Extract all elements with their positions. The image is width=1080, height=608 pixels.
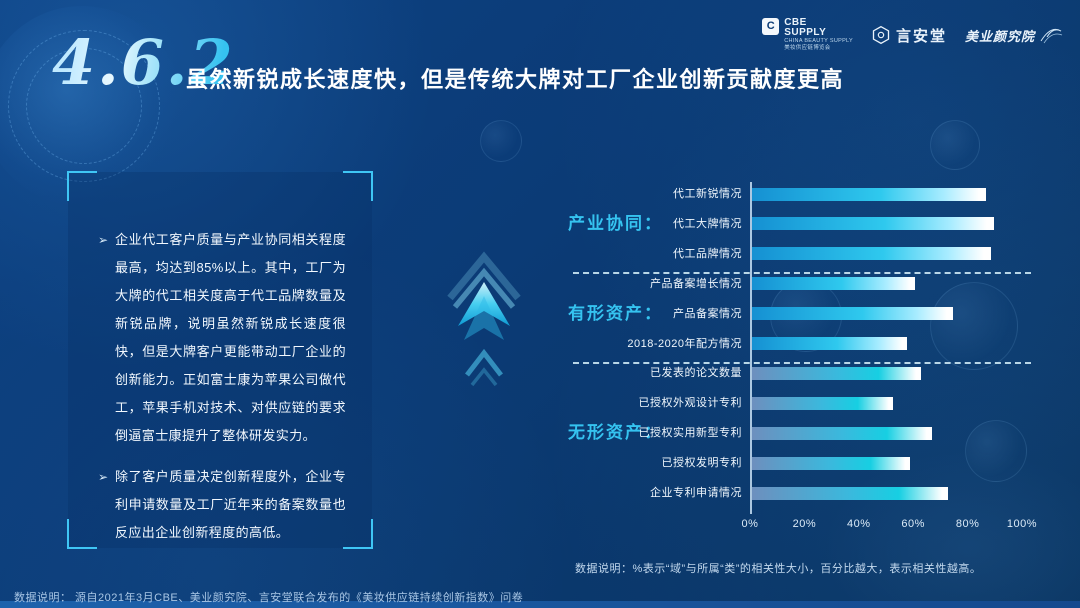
bullet-point: 企业代工客户质量与产业协同相关程度最高，均达到85%以上。其中，工厂为大牌的代工… bbox=[98, 226, 346, 450]
corner-bracket bbox=[67, 519, 97, 549]
group-separator bbox=[573, 272, 1031, 274]
x-axis-tick: 100% bbox=[1006, 518, 1038, 530]
yanantang-logo: 言安堂 bbox=[871, 25, 947, 46]
bar-label: 代工大牌情况 bbox=[673, 217, 742, 230]
bar bbox=[752, 247, 992, 261]
bar bbox=[752, 426, 932, 440]
x-axis-tick: 80% bbox=[955, 518, 980, 530]
cbe-logo-sub2: 美妆供应链博览会 bbox=[784, 45, 831, 51]
x-axis-tick: 60% bbox=[901, 518, 925, 530]
logo-bar: C CBE SUPPLY CHINA BEAUTY SUPPLY 美妆供应链博览… bbox=[762, 18, 1064, 52]
source-note: 数据说明： 源自2021年3月CBE、美业颜究院、言安堂联合发布的《美妆供应链持… bbox=[14, 592, 524, 604]
bar-label: 企业专利申请情况 bbox=[650, 487, 742, 499]
bar-label: 代工品牌情况 bbox=[673, 247, 742, 260]
bar-label: 产品备案情况 bbox=[673, 307, 742, 320]
bar bbox=[752, 307, 954, 321]
bar-label: 已授权发明专利 bbox=[661, 457, 742, 470]
section-number: 4.6.2 bbox=[52, 26, 235, 99]
yanantang-logo-text: 言安堂 bbox=[895, 27, 947, 45]
cbe-logo-line2: SUPPLY bbox=[784, 27, 827, 38]
bokeh-circle-decoration bbox=[480, 120, 522, 162]
meiye-logo-text: 美业颜究院 bbox=[964, 28, 1035, 44]
bar-label: 已发表的论文数量 bbox=[650, 367, 742, 380]
corner-bracket bbox=[343, 519, 373, 549]
x-axis-tick: 20% bbox=[792, 518, 817, 530]
bar-label: 产品备案增长情况 bbox=[650, 277, 742, 290]
bar bbox=[752, 396, 894, 410]
bar-label: 已授权实用新型专利 bbox=[638, 427, 742, 440]
cbe-logo-icon: C bbox=[762, 18, 780, 35]
bar bbox=[752, 366, 921, 380]
page-title: 虽然新锐成长速度快，但是传统大牌对工厂企业创新贡献度更高 bbox=[186, 67, 845, 92]
bokeh-circle-decoration bbox=[930, 120, 980, 170]
bullet-point: 除了客户质量决定创新程度外，企业专利申请数量及工厂近年来的备案数量也反应出企业创… bbox=[98, 463, 346, 547]
bar-label: 代工新锐情况 bbox=[673, 188, 742, 200]
group-label: 无形资产： bbox=[568, 423, 663, 443]
cbe-logo-sub1: CHINA BEAUTY SUPPLY bbox=[784, 38, 853, 44]
y-axis-line bbox=[750, 182, 752, 514]
bar bbox=[752, 187, 986, 201]
cbe-logo-line1: CBE bbox=[784, 17, 807, 28]
bar-label: 已授权外观设计专利 bbox=[638, 397, 742, 410]
footer-band bbox=[0, 601, 1080, 608]
chart: 产业协同： 代工新锐情况 代工大牌情况 代工品牌情况有形资产： 产品备案增长情况产品备案… bbox=[560, 180, 1038, 540]
summary-panel: 企业代工客户质量与产业协同相关程度最高，均达到85%以上。其中，工厂为大牌的代工… bbox=[67, 171, 373, 549]
corner-bracket bbox=[67, 171, 97, 201]
bar bbox=[752, 217, 995, 231]
corner-bracket bbox=[343, 171, 373, 201]
hexagon-icon bbox=[872, 25, 890, 45]
bar bbox=[752, 456, 910, 470]
x-axis-tick: 40% bbox=[847, 518, 871, 530]
chart-note: 数据说明：%表示“域”与所属“类”的相关性大小，百分比越大，表示相关性越高。 bbox=[575, 563, 982, 575]
x-axis-tick: 0% bbox=[741, 518, 759, 530]
meiye-logo: 美业颜究院 bbox=[965, 23, 1064, 47]
group-separator bbox=[573, 362, 1031, 364]
cbe-supply-logo: C CBE SUPPLY CHINA BEAUTY SUPPLY 美妆供应链博览… bbox=[762, 18, 853, 52]
bar-label: 2018-2020年配方情况 bbox=[627, 337, 742, 350]
bar bbox=[752, 337, 908, 350]
swoosh-icon bbox=[1040, 28, 1063, 44]
bar bbox=[752, 486, 948, 500]
group-label: 产业协同： bbox=[568, 213, 663, 233]
up-arrows-decoration bbox=[447, 251, 521, 387]
bar bbox=[752, 277, 916, 291]
group-label: 有形资产： bbox=[568, 303, 663, 323]
